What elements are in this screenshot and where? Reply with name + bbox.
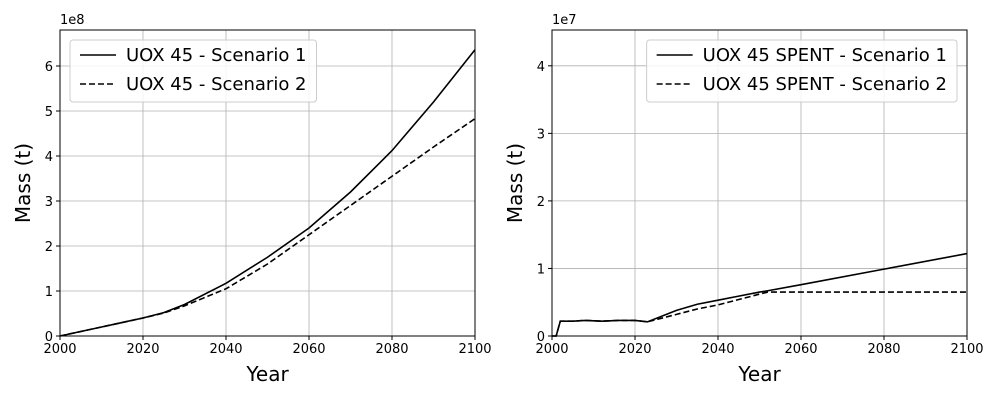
series-line xyxy=(59,117,476,337)
y-tick-label: 0 xyxy=(45,330,53,345)
x-tick-label: 2040 xyxy=(701,342,734,357)
offset-text: 1e7 xyxy=(552,13,577,28)
y-tick-label: 5 xyxy=(45,105,53,120)
x-tick-label: 2060 xyxy=(292,342,325,357)
y-axis-label: Mass (t) xyxy=(503,143,527,223)
x-tick-label: 2000 xyxy=(535,342,568,357)
y-tick-label: 6 xyxy=(45,60,53,75)
chart: 2000 2020 2040 2060 2080 2100 0 1 2 3 4 1e7 Year Mass… xyxy=(503,13,984,386)
x-tick-label: 2000 xyxy=(43,342,76,357)
legend-frame xyxy=(69,39,318,103)
y-tick-label: 1 xyxy=(45,285,53,300)
y-axis-label: Mass (t) xyxy=(11,143,35,223)
y-tick-label: 3 xyxy=(537,127,545,142)
x-tick-label: 2080 xyxy=(867,342,900,357)
y-tick-label: 0 xyxy=(537,330,545,345)
legend-frame xyxy=(646,39,958,103)
y-tick-label: 2 xyxy=(45,240,53,255)
y-tick-label: 3 xyxy=(45,195,53,210)
x-tick-label: 2100 xyxy=(458,342,491,357)
x-tick-label: 2020 xyxy=(618,342,651,357)
legend-label: UOX 45 SPENT - Scenario 2 xyxy=(703,74,947,95)
legend-label: UOX 45 SPENT - Scenario 1 xyxy=(703,45,947,66)
legend-label: UOX 45 - Scenario 1 xyxy=(126,45,307,66)
offset-text: 1e8 xyxy=(60,13,85,28)
y-tick-label: 2 xyxy=(537,195,545,210)
plot-frame xyxy=(59,29,476,337)
series-line xyxy=(552,291,967,337)
chart: 2000 2020 2040 2060 2080 2100 0 1 2 3 4 5 6 1e8 Year Ma… xyxy=(11,13,492,386)
y-tick-label: 4 xyxy=(537,60,545,75)
legend-label: UOX 45 - Scenario 2 xyxy=(126,74,307,95)
x-tick-label: 2100 xyxy=(950,342,983,357)
x-tick-label: 2080 xyxy=(375,342,408,357)
x-tick-label: 2060 xyxy=(784,342,817,357)
x-tick-label: 2020 xyxy=(126,342,159,357)
legend: UOX 45 SPENT - Scenario 1 UOX 45 SPENT - … xyxy=(646,39,958,103)
x-tick-label: 2040 xyxy=(209,342,242,357)
legend: UOX 45 - Scenario 1 UOX 45 - Scenario 2 xyxy=(69,39,318,103)
series-line xyxy=(552,252,968,337)
y-tick-label: 1 xyxy=(537,262,545,277)
x-axis-label: Year xyxy=(737,362,781,386)
plot-frame xyxy=(551,29,968,337)
x-axis-label: Year xyxy=(245,362,289,386)
y-tick-label: 4 xyxy=(45,150,53,165)
